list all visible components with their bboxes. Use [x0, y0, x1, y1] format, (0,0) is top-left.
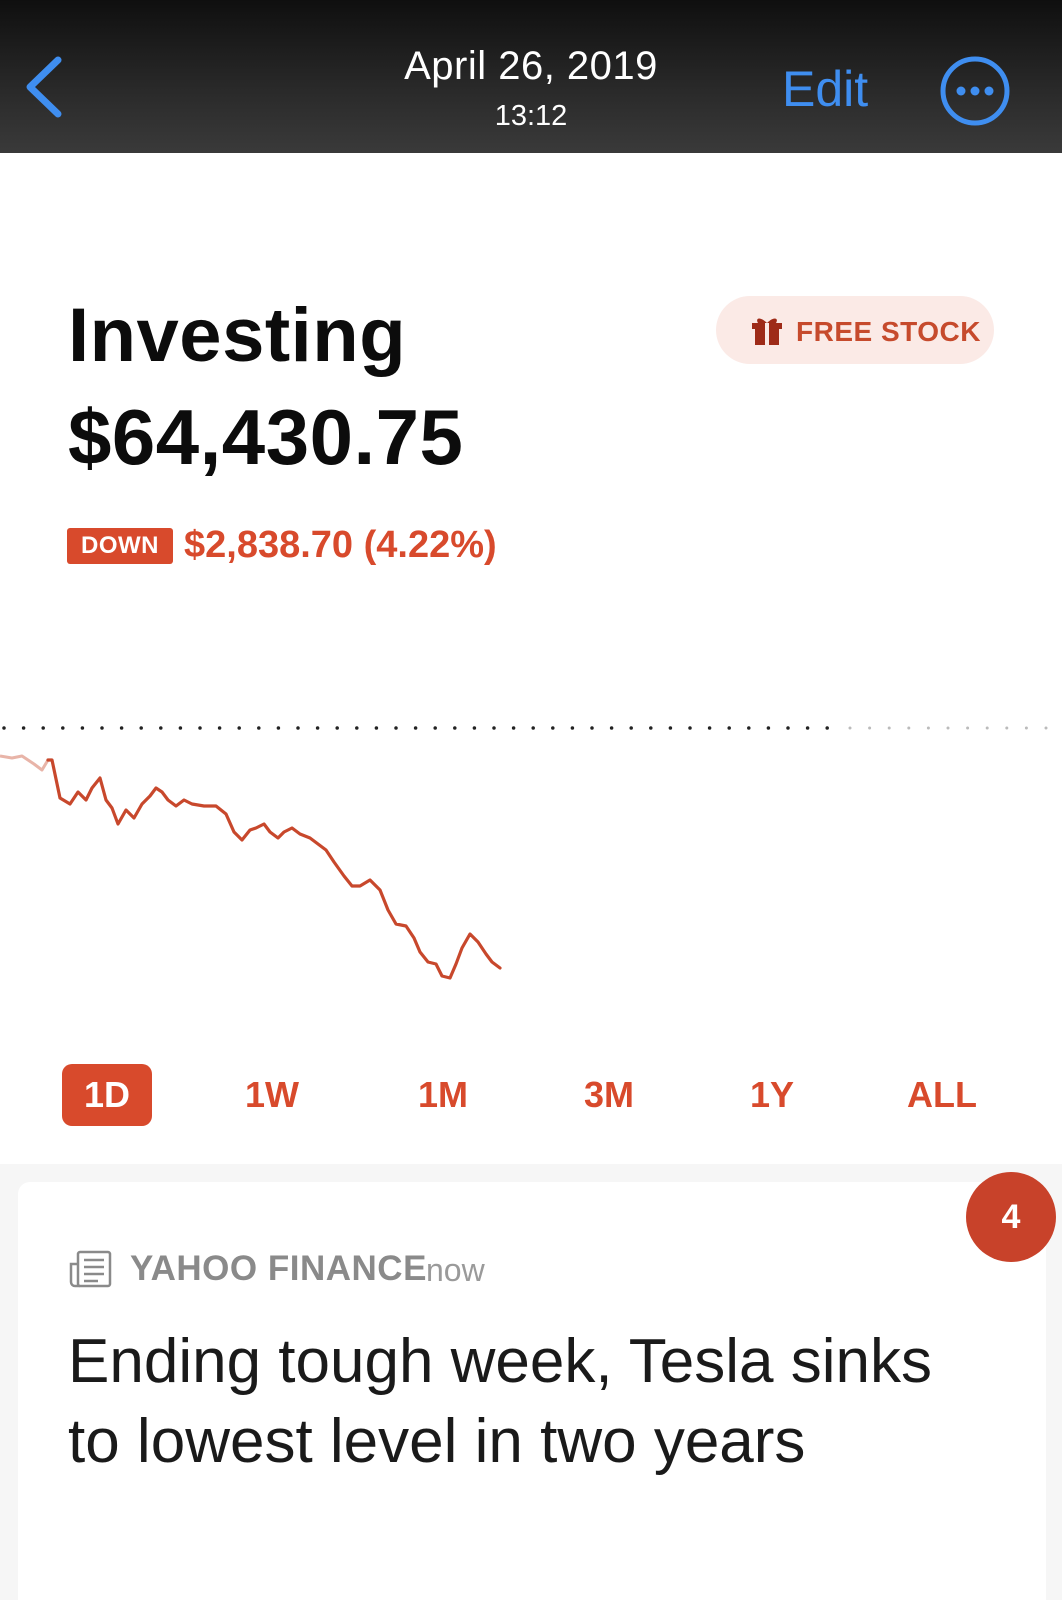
chevron-left-icon[interactable]: [22, 52, 72, 122]
range-tab-3m[interactable]: 3M: [583, 1074, 634, 1115]
news-card[interactable]: [18, 1182, 1046, 1600]
page-title: Investing: [68, 293, 407, 378]
portfolio-chart[interactable]: [0, 700, 1062, 1020]
range-tab-1d[interactable]: 1D: [62, 1064, 152, 1126]
header-date: April 26, 2019: [404, 44, 658, 88]
free-stock-button[interactable]: FREE STOCK: [716, 296, 994, 364]
news-headline[interactable]: Ending tough week, Tesla sinks to lowest…: [68, 1327, 932, 1476]
ellipsis-circle-icon[interactable]: [939, 55, 1011, 127]
free-stock-label: FREE STOCK: [796, 316, 981, 347]
range-tab-1y[interactable]: 1Y: [749, 1074, 795, 1115]
news-count-badge: 4: [966, 1172, 1056, 1262]
portfolio-value: $64,430.75: [68, 393, 464, 481]
range-tab-all[interactable]: ALL: [907, 1074, 977, 1115]
chart-line-premarket: [0, 754, 50, 772]
newspaper-icon: [69, 1250, 112, 1288]
photo-viewer-header: April 26, 2019 13:12 Edit: [0, 0, 1062, 153]
chart-line: [46, 758, 502, 980]
news-source: YAHOO FINANCE: [130, 1249, 427, 1288]
range-tab-1m[interactable]: 1M: [417, 1074, 468, 1115]
edit-button[interactable]: Edit: [782, 61, 869, 117]
gift-icon: [752, 318, 782, 345]
news-timestamp: now: [426, 1252, 485, 1288]
change-direction-badge: DOWN: [67, 528, 173, 564]
change-amount: $2,838.70 (4.22%): [184, 524, 497, 566]
header-time: 13:12: [494, 100, 568, 132]
range-tab-1w[interactable]: 1W: [245, 1074, 299, 1115]
